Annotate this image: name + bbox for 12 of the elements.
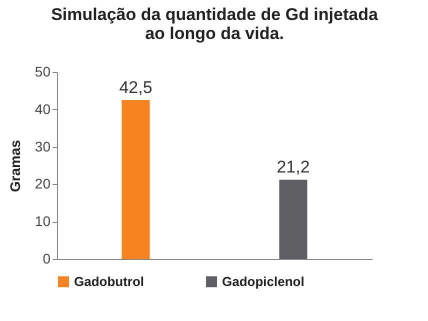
y-tick-label: 40: [34, 100, 51, 117]
data-label: 21,2: [276, 158, 310, 177]
legend-label: Gadopiclenol: [222, 274, 304, 289]
y-axis-title: Gramas: [6, 140, 23, 192]
y-tick-label: 20: [34, 176, 51, 192]
y-tick-label: 0: [42, 250, 51, 266]
y-tick-label: 50: [34, 64, 51, 80]
legend-label: Gadobutrol: [74, 274, 144, 289]
chart-title: Simulação da quantidade de Gd injetada ao longo da vida.: [51, 5, 378, 43]
y-tick-label: 30: [34, 138, 51, 154]
y-tick-label: 10: [34, 213, 51, 230]
data-label: 42,5: [119, 78, 152, 98]
